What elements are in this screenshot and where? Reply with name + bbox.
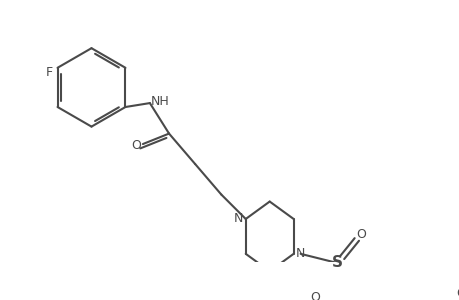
Text: O: O xyxy=(356,228,366,241)
Text: O: O xyxy=(131,139,140,152)
Text: Cl: Cl xyxy=(455,287,459,300)
Text: S: S xyxy=(331,255,342,270)
Text: N: N xyxy=(234,212,243,226)
Text: O: O xyxy=(310,291,319,300)
Text: N: N xyxy=(295,247,305,260)
Text: F: F xyxy=(45,66,52,79)
Text: NH: NH xyxy=(151,95,169,108)
